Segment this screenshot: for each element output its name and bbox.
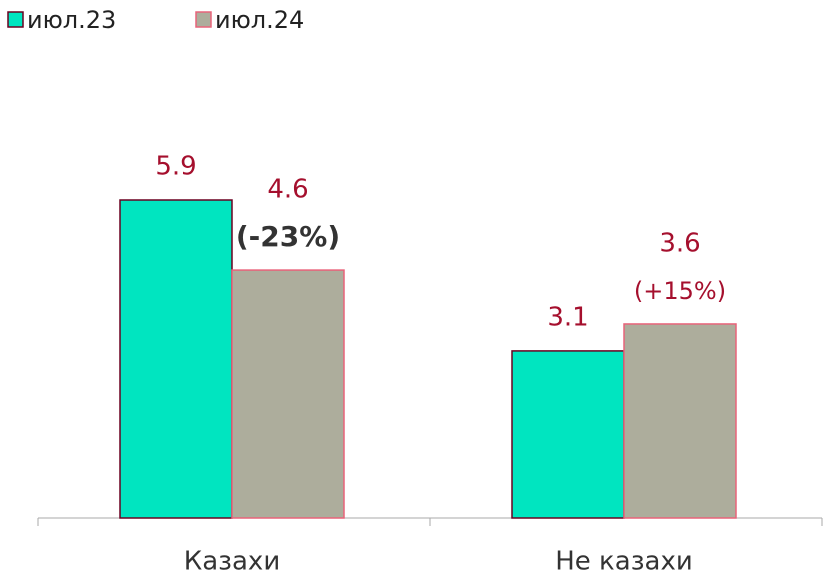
x-tick-label: Не казахи: [555, 547, 693, 577]
legend-label: июл.23: [27, 6, 116, 34]
value-label: 3.1: [547, 302, 588, 332]
legend-swatch: [7, 11, 24, 28]
bar: [119, 199, 233, 519]
bar: [623, 323, 737, 519]
legend-swatch: [195, 11, 212, 28]
annotation: (+15%): [634, 277, 726, 305]
x-tick-label: Казахи: [184, 547, 280, 577]
value-label: 3.6: [659, 228, 700, 258]
legend-label: июл.24: [215, 6, 304, 34]
annotation: (-23%): [236, 220, 340, 253]
bar: [231, 269, 345, 519]
value-label: 4.6: [267, 175, 308, 205]
bar: [511, 350, 625, 519]
value-label: 5.9: [155, 152, 196, 182]
